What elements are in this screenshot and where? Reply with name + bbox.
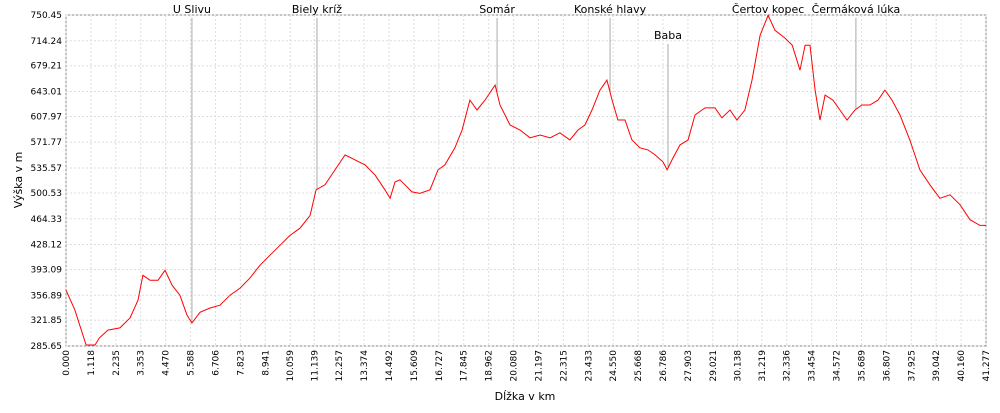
x-tick-label: 14.492: [385, 350, 395, 382]
x-tick-label: 33.454: [808, 350, 818, 382]
x-tick-label: 39.042: [932, 350, 942, 382]
x-tick-label: 25.668: [634, 350, 644, 382]
x-tick-label: 13.374: [360, 350, 370, 382]
y-tick-label: 714.24: [31, 37, 63, 47]
marker-label: Čermáková lúka: [812, 3, 901, 16]
x-tick-label: 40.160: [957, 350, 967, 382]
x-tick-label: 32.336: [783, 350, 793, 382]
x-tick-label: 11.139: [310, 350, 320, 382]
x-tick-label: 24.550: [609, 350, 619, 382]
x-tick-label: 10.059: [286, 350, 296, 382]
marker-label: U Slivu: [173, 3, 211, 16]
x-tick-label: 27.903: [684, 350, 694, 382]
x-tick-label: 23.433: [584, 350, 594, 382]
x-tick-label: 1.118: [87, 350, 97, 376]
x-tick-label: 4.470: [162, 350, 172, 376]
x-tick-label: 5.588: [187, 350, 197, 376]
y-tick-label: 535.57: [31, 164, 63, 174]
x-tick-label: 35.689: [857, 350, 867, 382]
y-tick-label: 500.53: [31, 189, 63, 199]
y-tick-label: 679.21: [31, 62, 63, 72]
x-tick-label: 22.315: [559, 350, 569, 382]
marker-label: Biely kríž: [292, 3, 342, 16]
y-tick-label: 356.89: [31, 291, 63, 301]
x-tick-label: 36.807: [882, 350, 892, 382]
marker-label: Baba: [654, 29, 682, 42]
marker-label: Konské hlavy: [574, 3, 647, 16]
plot-area: [65, 14, 987, 347]
x-tick-label: 31.219: [758, 350, 768, 382]
x-tick-label: 17.845: [460, 350, 470, 382]
x-tick-label: 20.080: [510, 350, 520, 382]
x-tick-label: 7.823: [236, 350, 246, 376]
x-axis-label: Dĺžka v km: [495, 390, 556, 403]
x-tick-label: 37.925: [907, 350, 917, 382]
y-tick-label: 643.01: [31, 88, 63, 98]
y-tick-label: 428.12: [31, 241, 63, 251]
y-tick-label: 393.09: [31, 265, 63, 275]
x-tick-label: 29.021: [709, 350, 719, 382]
x-tick-label: 26.786: [659, 350, 669, 382]
marker-label: Somár: [479, 3, 515, 16]
x-tick-label: 0.000: [62, 350, 72, 376]
y-tick-label: 464.33: [31, 215, 63, 225]
x-tick-label: 16.727: [435, 350, 445, 382]
y-tick-label: 571.77: [31, 138, 63, 148]
y-tick-label: 321.85: [31, 316, 63, 326]
y-tick-label: 750.45: [31, 11, 63, 21]
x-tick-label: 21.197: [534, 350, 544, 382]
x-tick-label: 3.353: [137, 350, 147, 376]
y-tick-label: 285.65: [31, 342, 63, 352]
x-tick-label: 18.962: [485, 350, 495, 382]
elevation-line: [65, 14, 986, 346]
marker-label: Čertov kopec: [732, 3, 805, 16]
x-tick-label: 6.706: [211, 350, 221, 376]
x-tick-label: 34.572: [833, 350, 843, 382]
x-tick-label: 2.235: [112, 350, 122, 376]
y-axis-label: Výška v m: [12, 152, 25, 209]
x-tick-label: 41.277: [982, 350, 992, 382]
x-tick-label: 12.257: [335, 350, 345, 382]
x-tick-label: 8.941: [261, 350, 271, 376]
x-tick-label: 15.609: [410, 350, 420, 382]
x-tick-label: 30.138: [734, 350, 744, 382]
y-tick-label: 607.97: [31, 112, 63, 122]
